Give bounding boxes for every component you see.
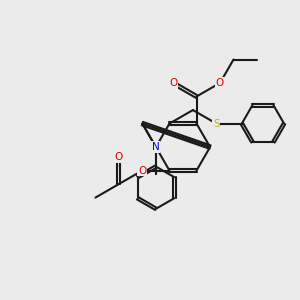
Text: N: N [152,142,160,152]
Text: O: O [138,166,146,176]
Text: O: O [169,78,177,88]
Text: S: S [213,118,220,129]
Text: O: O [115,152,123,162]
Text: O: O [216,78,224,88]
